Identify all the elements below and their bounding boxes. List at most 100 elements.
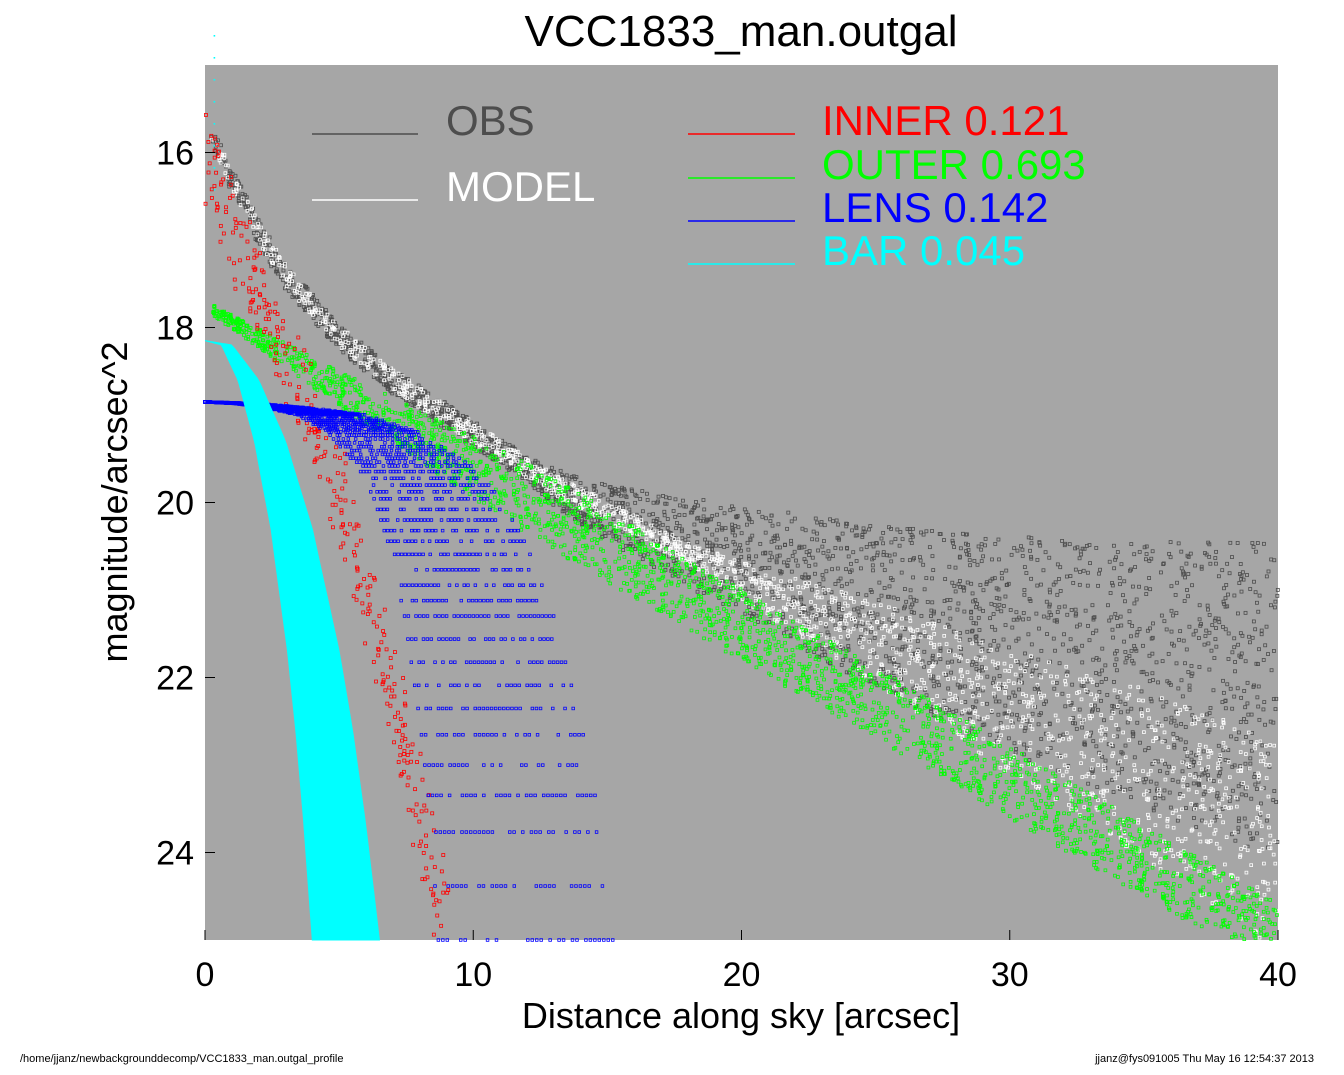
obs-point — [1004, 568, 1009, 573]
obs-point — [362, 368, 366, 373]
obs-point — [622, 488, 627, 493]
obs-point — [850, 528, 854, 533]
obs-point — [1244, 720, 1249, 724]
obs-point — [348, 336, 353, 341]
obs-point — [1089, 730, 1094, 735]
obs-point — [388, 389, 393, 394]
obs-point — [1243, 735, 1248, 739]
obs-point — [705, 544, 710, 548]
obs-point — [608, 499, 613, 504]
obs-point — [739, 548, 743, 553]
obs-point — [1112, 704, 1116, 709]
obs-point — [724, 537, 728, 542]
obs-point — [275, 269, 279, 274]
obs-point — [1264, 624, 1269, 629]
obs-point — [1086, 570, 1090, 575]
obs-point — [583, 486, 588, 491]
obs-point — [790, 553, 795, 558]
obs-point — [932, 684, 937, 689]
obs-point — [1055, 562, 1060, 567]
obs-point — [1207, 613, 1212, 617]
obs-point — [532, 460, 537, 465]
obs-point — [999, 609, 1004, 614]
obs-point — [1216, 574, 1221, 579]
obs-point — [1254, 787, 1259, 791]
obs-point — [667, 496, 672, 501]
obs-point — [1145, 628, 1150, 633]
obs-point — [1169, 608, 1174, 613]
plot-area — [205, 65, 1278, 940]
obs-point — [835, 566, 840, 571]
obs-point — [369, 350, 374, 355]
obs-point — [751, 560, 756, 565]
obs-point — [807, 564, 812, 568]
obs-point — [919, 614, 924, 618]
obs-point — [1047, 604, 1052, 609]
obs-point — [777, 594, 782, 599]
obs-point — [1144, 592, 1149, 596]
obs-point — [1100, 646, 1105, 651]
obs-point — [974, 621, 978, 626]
obs-point — [1015, 713, 1019, 717]
obs-point — [1094, 628, 1099, 633]
obs-point — [1141, 643, 1145, 648]
obs-point — [1197, 665, 1202, 669]
obs-point — [914, 598, 919, 603]
obs-point — [1054, 680, 1059, 685]
obs-point — [995, 665, 1000, 670]
obs-point — [1096, 707, 1100, 712]
obs-point — [884, 654, 888, 659]
obs-point — [1077, 622, 1082, 627]
obs-point — [789, 538, 793, 543]
obs-point — [806, 575, 810, 580]
obs-point — [870, 563, 875, 568]
obs-point — [1153, 802, 1158, 807]
obs-point — [745, 540, 750, 545]
obs-point — [857, 613, 862, 618]
obs-point — [831, 519, 835, 524]
obs-point — [1263, 722, 1267, 727]
obs-point — [930, 656, 935, 660]
obs-point — [743, 564, 748, 569]
obs-point — [692, 522, 697, 527]
obs-point — [1080, 660, 1085, 665]
obs-point — [1004, 711, 1009, 716]
obs-point — [973, 635, 978, 639]
obs-point — [763, 551, 768, 556]
obs-point — [952, 545, 957, 549]
obs-point — [992, 576, 997, 581]
obs-point — [758, 541, 763, 546]
obs-point — [924, 693, 929, 698]
obs-point — [1159, 613, 1164, 618]
obs-point — [1269, 668, 1274, 673]
obs-point — [1207, 630, 1212, 635]
obs-point — [1035, 557, 1040, 562]
obs-point — [988, 616, 993, 621]
obs-point — [1099, 698, 1103, 703]
obs-point — [799, 597, 804, 602]
obs-point — [948, 616, 953, 621]
obs-point — [749, 520, 754, 525]
obs-point — [621, 505, 625, 510]
obs-point — [1242, 689, 1247, 693]
obs-point — [1068, 574, 1073, 578]
obs-point — [657, 520, 662, 525]
obs-point — [624, 495, 629, 500]
obs-point — [1020, 554, 1025, 558]
obs-point — [1245, 573, 1249, 577]
obs-point — [1221, 690, 1226, 695]
obs-point — [1070, 682, 1075, 687]
obs-point — [833, 623, 838, 628]
obs-point — [792, 516, 797, 521]
obs-point — [607, 530, 612, 535]
obs-point — [967, 558, 972, 563]
obs-point — [591, 483, 596, 488]
obs-point — [756, 509, 761, 514]
obs-point — [970, 628, 975, 633]
obs-point — [860, 605, 865, 610]
obs-point — [1248, 761, 1253, 766]
obs-point — [1220, 568, 1225, 573]
obs-point — [1130, 584, 1135, 589]
obs-point — [760, 514, 765, 519]
obs-point — [1000, 576, 1004, 581]
